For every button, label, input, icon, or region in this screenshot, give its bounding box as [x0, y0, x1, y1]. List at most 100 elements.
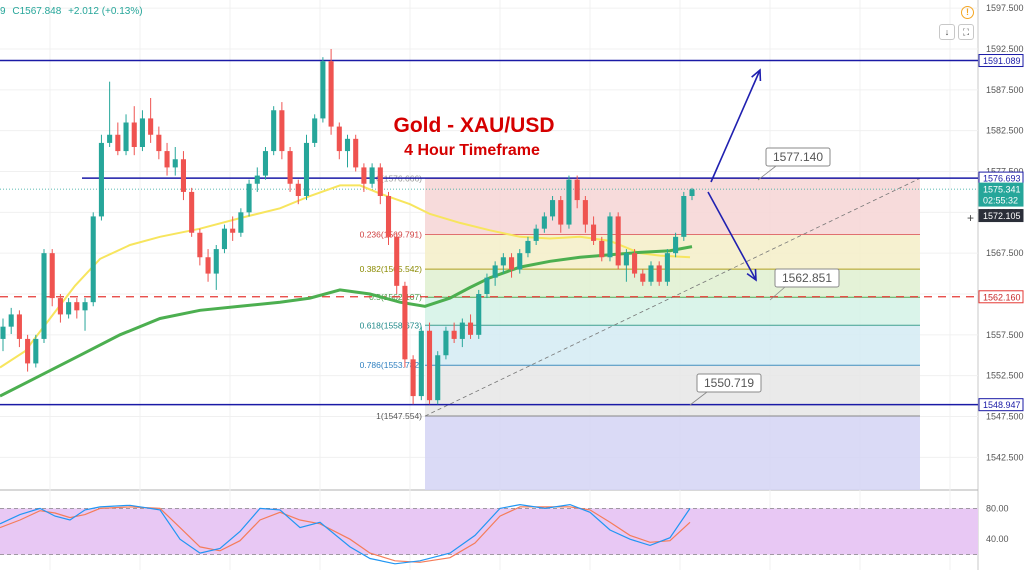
candle-body: [418, 330, 424, 397]
candle-body: [451, 330, 457, 339]
candle-body: [271, 110, 277, 152]
candle-body: [615, 216, 621, 266]
candle-body: [74, 302, 80, 311]
candle-body: [0, 326, 6, 339]
candle-body: [238, 212, 244, 233]
candle-body: [673, 236, 679, 254]
arrow-down-head: [746, 268, 757, 282]
candle-body: [426, 330, 433, 401]
candle-body: [336, 126, 342, 152]
price-axis-label-bg: [978, 193, 1024, 207]
ma-fast-line: [0, 184, 691, 369]
header-change: +2.012 (+0.13%): [68, 6, 143, 17]
callout-pointer: [769, 286, 786, 301]
candle-body: [205, 257, 211, 274]
fib-zone: [425, 178, 920, 235]
candle-body: [467, 322, 474, 335]
chart-title: Gold - XAU/USD: [394, 114, 555, 137]
header-prefix: 9: [0, 6, 6, 17]
y-tick-label: 1552.500: [986, 371, 1024, 381]
callout-pointer: [757, 165, 777, 181]
header-close: C1567.848: [12, 6, 62, 17]
candle-body: [33, 338, 39, 364]
candle-body: [656, 265, 662, 282]
arrow-up-shaft: [710, 69, 761, 183]
crosshair-plus-icon[interactable]: +: [966, 211, 974, 225]
candle-body: [213, 249, 219, 274]
candle-body: [558, 200, 564, 225]
y-tick-label: 1542.500: [986, 452, 1024, 462]
candle-body: [8, 314, 14, 327]
candle-body: [476, 294, 482, 335]
candle-body: [197, 232, 203, 258]
candle-body: [410, 359, 416, 397]
candle-body: [689, 189, 695, 196]
candle-body: [189, 191, 195, 233]
candle-body: [623, 253, 629, 266]
stochastic-tick-label: 40.00: [986, 534, 1009, 544]
y-tick-label: 1567.500: [986, 248, 1024, 258]
candle-body: [632, 253, 638, 274]
warning-icon[interactable]: !: [961, 6, 974, 19]
candle-body: [599, 240, 605, 258]
y-tick-label: 1587.500: [986, 85, 1024, 95]
callout-label: 1562.851: [782, 271, 832, 285]
candle-body: [180, 159, 186, 192]
ma-slow-line: [0, 245, 693, 398]
callout-box: [774, 268, 840, 288]
candle-body: [221, 228, 228, 250]
candle-body: [361, 167, 367, 184]
candle-body: [591, 224, 597, 241]
candle-body: [664, 253, 670, 282]
candle-body: [517, 253, 523, 270]
price-axis-label-bg: [978, 398, 1024, 412]
candle-body: [607, 216, 613, 258]
candle-body: [369, 167, 375, 184]
price-axis-label-bg: [978, 54, 1024, 68]
candle-body: [443, 330, 449, 356]
chart-subtitle: 4 Hour Timeframe: [404, 142, 540, 159]
y-tick-label: 1592.500: [986, 44, 1024, 54]
candle-body: [16, 314, 22, 339]
fib-zone: [425, 325, 920, 366]
price-axis-label: 1548.947: [983, 400, 1021, 410]
candle-body: [295, 183, 301, 196]
download-icon[interactable]: ↓: [939, 24, 955, 40]
candle-body: [582, 200, 588, 225]
candle-body: [107, 134, 113, 143]
candle-body: [492, 265, 498, 278]
candle-body: [566, 179, 572, 225]
candle-body: [82, 302, 88, 311]
candle-body: [148, 118, 154, 135]
candle-body: [484, 277, 490, 294]
candle-body: [377, 167, 383, 196]
candle-body: [435, 355, 441, 401]
candle-body: [320, 61, 326, 119]
candle-body: [90, 216, 96, 303]
price-axis-label: 1575.341: [983, 185, 1021, 195]
callout-box: [696, 373, 762, 393]
fib-level-label: 0.618(1558.673): [360, 320, 423, 330]
price-axis-label: 02:55:32: [983, 196, 1018, 206]
callout-label: 1550.719: [704, 376, 754, 390]
stochastic-band: [0, 508, 978, 555]
price-axis-label: 1572.105: [983, 211, 1021, 221]
candle-body: [123, 122, 129, 152]
fullscreen-icon[interactable]: ⛶: [958, 24, 974, 40]
price-axis-label-bg: [978, 290, 1024, 304]
candle-body: [279, 110, 285, 152]
fib-level-label: 0.382(1565.542): [360, 264, 423, 274]
candle-body: [500, 257, 506, 266]
fib-level-label: 1(1547.554): [376, 411, 422, 421]
candle-body: [648, 265, 654, 282]
candle-body: [681, 196, 687, 237]
candle-body: [328, 61, 334, 127]
candle-body: [344, 138, 351, 152]
candle-body: [41, 253, 47, 339]
candle-body: [164, 151, 170, 168]
candle-body: [66, 302, 72, 315]
stochastic-tick-label: 80.00: [986, 503, 1009, 513]
callout-pointer: [689, 391, 708, 406]
callout-label: 1577.140: [773, 150, 823, 164]
